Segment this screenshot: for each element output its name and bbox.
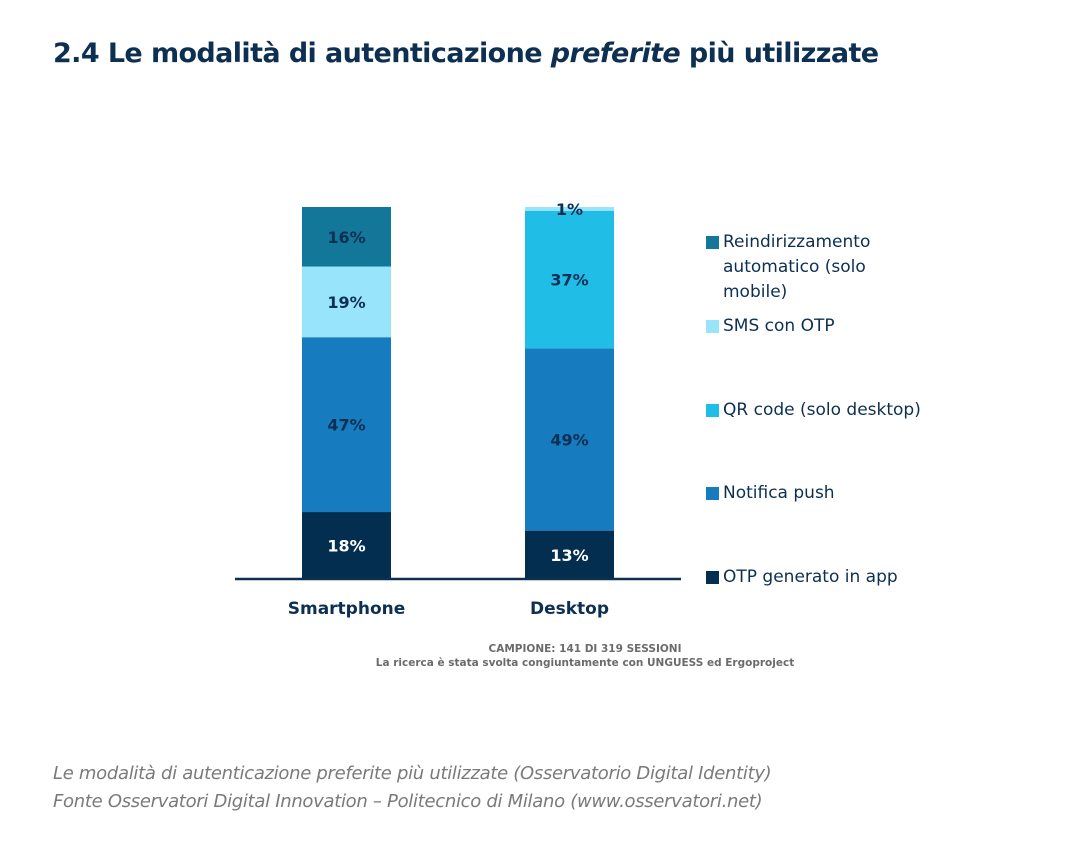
bar-segment-smartphone-1	[302, 337, 391, 513]
title-prefix: 2.4 Le modalità di autenticazione	[53, 38, 551, 69]
page-title: 2.4 Le modalità di autenticazione prefer…	[53, 38, 879, 69]
bar-segment-smartphone-3	[302, 266, 391, 338]
caption-line-1: Le modalità di autenticazione preferite …	[53, 763, 772, 784]
legend-item-reindirizzamento: Reindirizzamento automatico (solo mobile…	[706, 230, 913, 305]
title-emphasis: preferite	[550, 38, 681, 69]
data-label: 16%	[327, 228, 365, 247]
data-label: 47%	[327, 416, 365, 435]
legend-item-sms-otp: SMS con OTP	[706, 314, 913, 339]
data-label: 49%	[550, 431, 588, 450]
bar-segment-desktop-0	[525, 530, 614, 579]
legend-item-notifica-push: Notifica push	[706, 481, 913, 506]
legend-label: Notifica push	[723, 483, 835, 503]
legend-label: OTP generato in app	[723, 567, 898, 587]
legend-item-qr-code: QR code (solo desktop)	[706, 398, 953, 423]
title-suffix: più utilizzate	[680, 38, 879, 69]
caption-line-2: Fonte Osservatori Digital Innovation – P…	[53, 791, 763, 812]
category-label-smartphone: Smartphone	[288, 599, 406, 619]
legend-swatch	[706, 236, 719, 249]
bar-segment-desktop-2	[525, 210, 614, 349]
legend-label: QR code (solo desktop)	[723, 400, 921, 420]
legend-swatch	[706, 320, 719, 333]
legend-swatch	[706, 487, 719, 500]
legend-label: Reindirizzamento automatico (solo mobile…	[723, 232, 871, 302]
legend-label: SMS con OTP	[723, 316, 835, 336]
research-note: La ricerca è stata svolta congiuntamente…	[375, 657, 795, 669]
data-label: 19%	[327, 293, 365, 312]
legend-swatch	[706, 404, 719, 417]
category-labels: Smartphone Desktop	[288, 599, 609, 619]
legend-swatch	[706, 571, 719, 584]
bar-segment-smartphone-4	[302, 207, 391, 267]
sample-note: CAMPIONE: 141 DI 319 SESSIONI	[488, 643, 682, 655]
data-label: 1%	[556, 200, 583, 219]
data-label: 13%	[550, 546, 588, 565]
bar-segment-desktop-3	[525, 207, 614, 211]
data-label: 18%	[327, 537, 365, 556]
legend-item-otp-app: OTP generato in app	[706, 565, 913, 590]
data-label: 37%	[550, 271, 588, 290]
category-label-desktop: Desktop	[530, 599, 609, 619]
bar-segment-desktop-1	[525, 348, 614, 531]
bars-group: 18% 47% 19% 16% 13% 49% 37% 1%	[302, 200, 614, 579]
bar-segment-smartphone-0	[302, 512, 391, 579]
